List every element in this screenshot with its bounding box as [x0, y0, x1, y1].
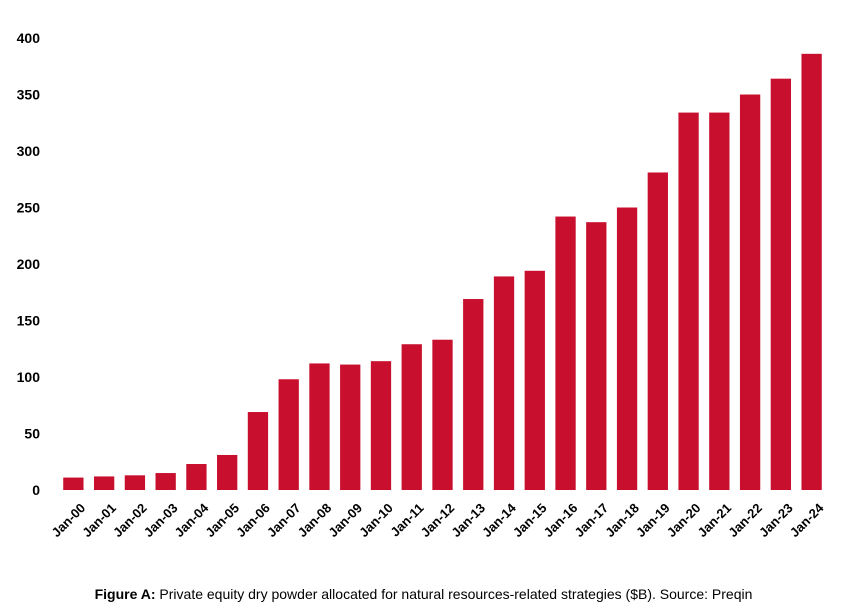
y-axis: 0 50 100 150 200 250 300 350 400	[17, 30, 41, 498]
y-tick-label: 150	[17, 313, 41, 329]
y-tick-label: 50	[24, 426, 40, 442]
bar	[463, 299, 484, 490]
x-tick-label: Jan-09	[325, 500, 365, 540]
bar	[586, 222, 607, 490]
x-tick-label: Jan-22	[725, 500, 765, 540]
bar	[801, 53, 822, 490]
x-tick-label: Jan-17	[571, 500, 611, 540]
y-tick-label: 300	[17, 143, 41, 159]
x-tick-label: Jan-20	[664, 500, 704, 540]
bar	[524, 270, 545, 490]
bar	[401, 344, 422, 490]
x-tick-label: Jan-06	[233, 500, 273, 540]
y-tick-label: 200	[17, 256, 41, 272]
caption-text: Private equity dry powder allocated for …	[155, 586, 753, 602]
bar	[493, 276, 515, 490]
caption-label: Figure A:	[94, 586, 156, 602]
x-tick-label: Jan-23	[756, 500, 796, 540]
y-tick-label: 0	[32, 482, 40, 498]
x-tick-label: Jan-24	[787, 500, 827, 540]
bar	[555, 216, 576, 491]
x-tick-label: Jan-05	[202, 500, 242, 540]
x-tick-label: Jan-07	[264, 500, 304, 540]
bar	[309, 363, 330, 490]
bar	[247, 412, 269, 490]
x-tick-label: Jan-01	[79, 500, 119, 540]
x-tick-label: Jan-10	[356, 500, 396, 540]
x-tick-label: Jan-13	[448, 500, 488, 540]
bar	[340, 364, 361, 490]
x-tick-label: Jan-02	[110, 500, 150, 540]
x-tick-label: Jan-19	[633, 500, 673, 540]
x-tick-label: Jan-15	[510, 500, 550, 540]
figure-caption: Figure A: Private equity dry powder allo…	[0, 586, 847, 602]
bar	[709, 112, 730, 490]
bar	[739, 94, 761, 490]
bar	[63, 477, 84, 490]
x-tick-label: Jan-08	[295, 500, 335, 540]
bar	[124, 475, 146, 490]
y-tick-label: 250	[17, 200, 41, 216]
x-tick-label: Jan-03	[141, 500, 181, 540]
x-axis: Jan-00Jan-01Jan-02Jan-03Jan-04Jan-05Jan-…	[49, 500, 828, 540]
x-tick-label: Jan-00	[49, 500, 89, 540]
x-tick-label: Jan-16	[541, 500, 581, 540]
x-tick-label: Jan-12	[418, 500, 458, 540]
bar	[217, 454, 238, 490]
bar	[616, 207, 638, 490]
bar	[278, 379, 299, 490]
bar	[647, 172, 668, 490]
bar	[770, 78, 792, 491]
bars	[63, 53, 822, 491]
bar	[186, 464, 207, 490]
bar	[93, 476, 115, 490]
bar	[678, 112, 699, 490]
x-tick-label: Jan-21	[695, 500, 735, 540]
y-tick-label: 350	[17, 87, 41, 103]
y-tick-label: 400	[17, 30, 41, 46]
bar	[370, 361, 392, 490]
bar	[155, 473, 176, 490]
bar	[432, 339, 453, 490]
x-tick-label: Jan-18	[602, 500, 642, 540]
y-tick-label: 100	[17, 369, 41, 385]
